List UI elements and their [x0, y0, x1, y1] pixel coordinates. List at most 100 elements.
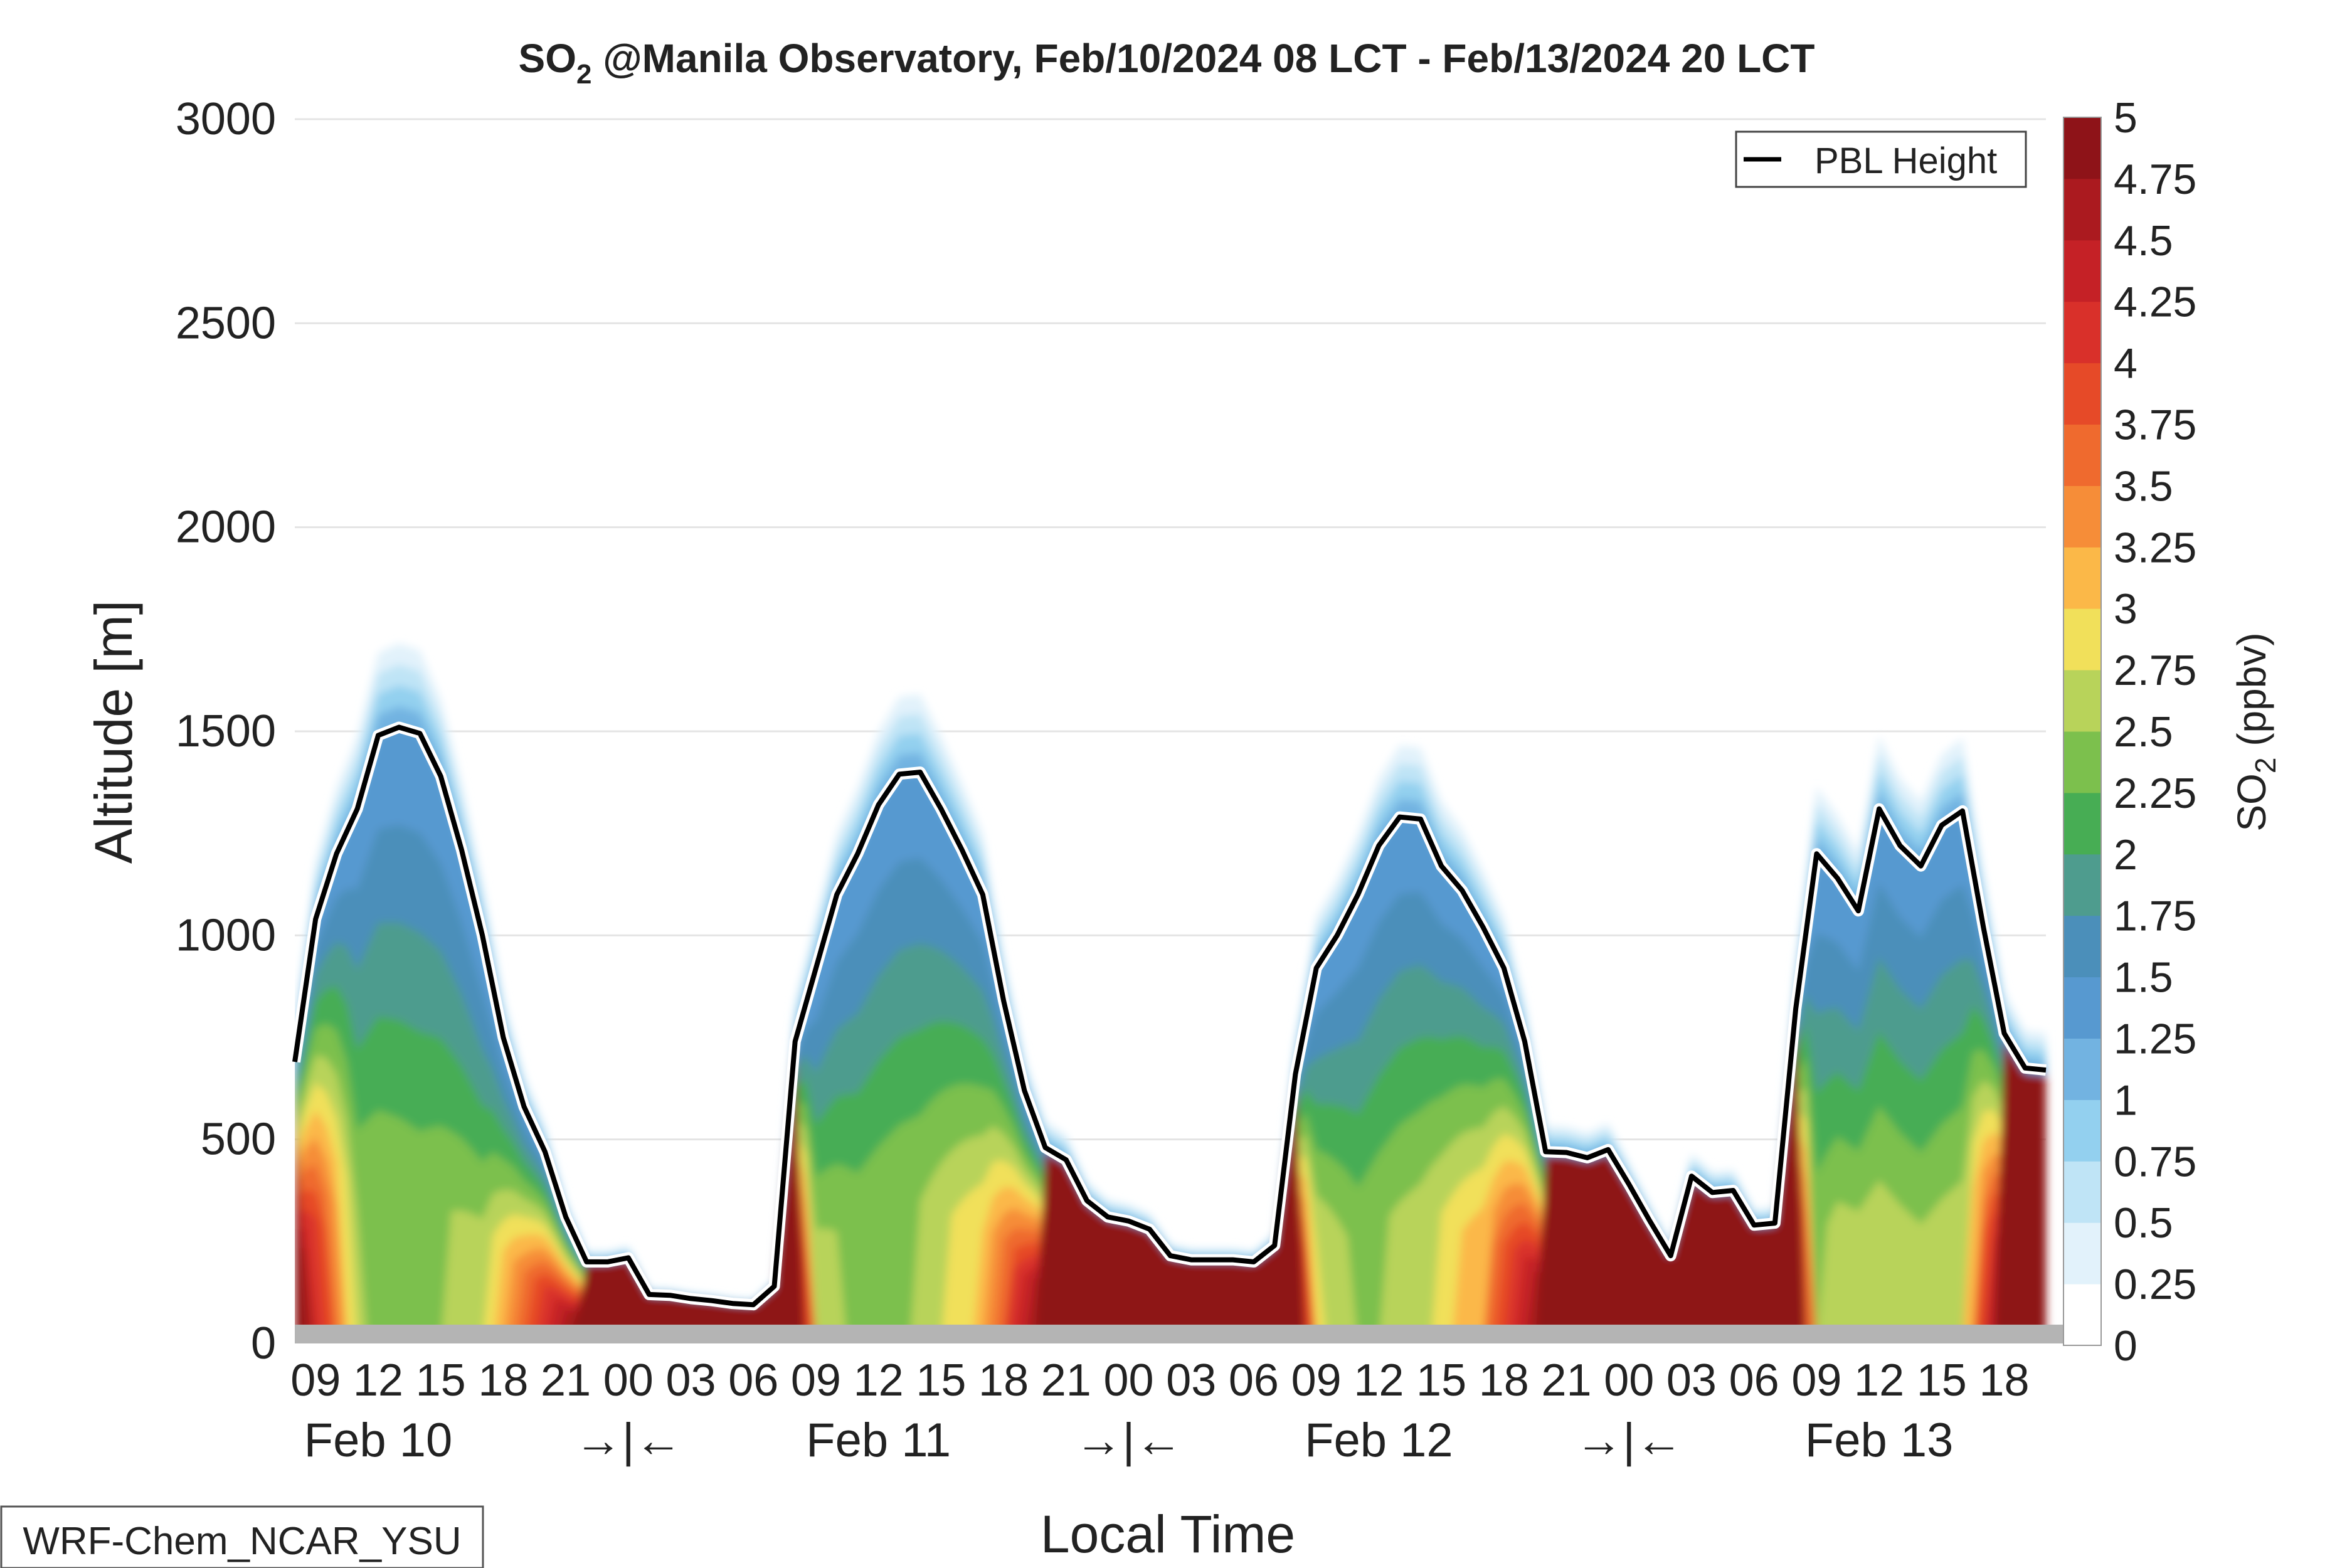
colorbar-tick-label: 1.25	[2114, 1015, 2196, 1063]
colorbar-tick-label: 4.75	[2114, 156, 2196, 203]
concentration-band	[295, 1015, 2046, 1343]
colorbar-segment	[2063, 1222, 2101, 1285]
x-day-label: Feb 12	[1305, 1414, 1453, 1467]
colorbar-tick-label: 1.75	[2114, 893, 2196, 940]
x-day-label: →|←	[575, 1414, 682, 1467]
x-tick-label: 00	[1604, 1355, 1654, 1406]
ground-strip	[295, 1325, 2063, 1343]
colorbar-tick-label: 3.75	[2114, 401, 2196, 449]
colorbar-tick-label: 5	[2114, 94, 2137, 142]
x-tick-label: 09	[1291, 1355, 1342, 1406]
colorbar-segment	[2063, 731, 2101, 793]
y-axis-ticks: 0 500 1000 1500 2000 2500 3000	[176, 94, 276, 1369]
x-tick-label: 03	[1166, 1355, 1216, 1406]
colorbar-segment	[2063, 547, 2101, 609]
x-tick-label: 06	[728, 1355, 778, 1406]
x-day-label: Feb 10	[304, 1414, 453, 1467]
legend: PBL Height	[1735, 130, 2027, 188]
x-tick-label: 21	[1041, 1355, 1091, 1406]
x-tick-label: 18	[478, 1355, 528, 1406]
x-tick-label: 15	[1917, 1355, 1967, 1406]
y-tick-label: 1000	[176, 910, 276, 960]
colorbar-segment	[2063, 485, 2101, 548]
chart-title: SO2 @Manila Observatory, Feb/10/2024 08 …	[519, 36, 1815, 90]
x-tick-label: 18	[1979, 1355, 2029, 1406]
x-tick-label: 21	[1541, 1355, 1591, 1406]
x-tick-label: 00	[1103, 1355, 1153, 1406]
colorbar	[2063, 117, 2102, 1346]
colorbar-tick-label: 1.5	[2114, 954, 2173, 1002]
model-label: WRF-Chem_NCAR_YSU	[0, 1505, 484, 1568]
x-axis-ticks: 09 12 15 18 21 00 03 06 09 12 15 18 21 00 03 06 09 12 15 18…	[290, 1355, 2029, 1406]
y-tick-label: 500	[201, 1115, 276, 1165]
colorbar-segment	[2063, 363, 2101, 425]
colorbar-segment	[2063, 608, 2101, 670]
colorbar-tick-label: 4	[2114, 340, 2137, 388]
y-axis-label: Altitude [m]	[84, 600, 143, 864]
colorbar-segment	[2063, 854, 2101, 916]
y-tick-label: 1500	[176, 706, 276, 756]
colorbar-tick-label: 3.25	[2114, 524, 2196, 571]
x-tick-label: 21	[541, 1355, 591, 1406]
x-tick-label: 15	[416, 1355, 466, 1406]
x-tick-label: 06	[1229, 1355, 1279, 1406]
x-axis-day-labels: Feb 10 →|← Feb 11 →|← Feb 12 →|← Feb 13	[304, 1414, 1954, 1467]
x-day-label: Feb 13	[1805, 1414, 1954, 1467]
model-label-text: WRF-Chem_NCAR_YSU	[23, 1520, 461, 1563]
x-tick-label: 18	[1479, 1355, 1529, 1406]
grid	[295, 118, 2046, 1141]
colorbar-segment	[2063, 301, 2101, 364]
x-tick-label: 03	[665, 1355, 716, 1406]
y-tick-label: 0	[251, 1318, 276, 1369]
model-label-box	[0, 1505, 484, 1568]
x-tick-label: 15	[916, 1355, 966, 1406]
y-tick-label: 2000	[176, 502, 276, 553]
x-day-label: Feb 11	[806, 1414, 951, 1467]
colorbar-segment	[2063, 670, 2101, 732]
x-axis-label: Local Time	[1041, 1505, 1295, 1564]
colorbar-segment	[2063, 1099, 2101, 1162]
colorbar-tick-label: 3.5	[2114, 462, 2173, 510]
x-tick-label: 00	[603, 1355, 654, 1406]
colorbar-segment	[2063, 240, 2101, 302]
x-tick-label: 03	[1666, 1355, 1717, 1406]
x-tick-label: 12	[353, 1355, 403, 1406]
x-tick-label: 12	[854, 1355, 904, 1406]
y-tick-label: 2500	[176, 298, 276, 348]
x-tick-label: 18	[978, 1355, 1029, 1406]
x-tick-label: 09	[1791, 1355, 1841, 1406]
colorbar-segment	[2063, 178, 2101, 241]
colorbar-tick-label: 2.25	[2114, 770, 2196, 817]
x-tick-label: 06	[1729, 1355, 1779, 1406]
colorbar-segment	[2063, 915, 2101, 978]
x-tick-label: 09	[791, 1355, 841, 1406]
x-tick-label: 12	[1854, 1355, 1904, 1406]
pbl-height-line	[289, 721, 2047, 1311]
colorbar-ticks: 0 0.25 0.5 0.75 1 1.25 1.5 1.75 2 2.25 2.5 2.75 3 3.2…	[2114, 94, 2196, 1370]
colorbar-tick-label: 2.75	[2114, 647, 2196, 694]
x-tick-label: 12	[1353, 1355, 1404, 1406]
y-tick-label: 3000	[176, 94, 276, 144]
legend-label: PBL Height	[1814, 140, 1997, 181]
colorbar-segment	[2063, 1284, 2101, 1346]
colorbar-label: SO2 (ppbv)	[2229, 632, 2282, 831]
colorbar-tick-label: 4.5	[2114, 217, 2173, 265]
x-day-label: →|←	[1075, 1414, 1183, 1467]
colorbar-segment	[2063, 117, 2101, 179]
colorbar-segment	[2063, 977, 2101, 1039]
legend-box	[1735, 130, 2027, 188]
colorbar-tick-label: 0	[2114, 1322, 2137, 1370]
colorbar-segment	[2063, 1038, 2101, 1100]
x-tick-label: 15	[1416, 1355, 1466, 1406]
x-day-label: →|←	[1575, 1414, 1683, 1467]
colorbar-tick-label: 1	[2114, 1076, 2137, 1124]
colorbar-tick-label: 0.5	[2114, 1199, 2173, 1247]
x-tick-label: 09	[290, 1355, 341, 1406]
concentration-field	[295, 643, 2046, 1343]
colorbar-tick-label: 0.75	[2114, 1138, 2196, 1185]
colorbar-segment	[2063, 1161, 2101, 1223]
colorbar-tick-label: 2.5	[2114, 708, 2173, 756]
colorbar-segment	[2063, 424, 2101, 486]
colorbar-segment	[2063, 792, 2101, 855]
colorbar-tick-label: 0.25	[2114, 1261, 2196, 1308]
